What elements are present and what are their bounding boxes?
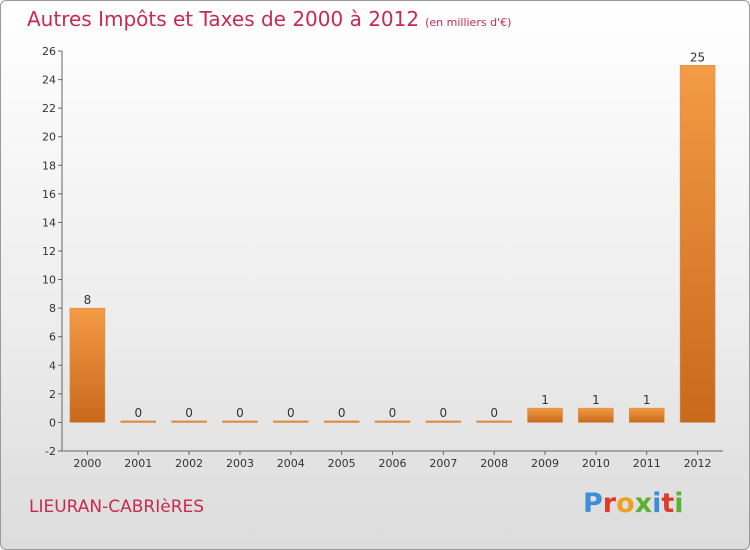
bar — [476, 420, 512, 423]
x-tick-label: 2011 — [633, 457, 661, 470]
y-tick-label: 8 — [49, 302, 56, 315]
x-tick-label: 2008 — [480, 457, 508, 470]
y-tick-label: 12 — [42, 245, 56, 258]
x-tick-label: 2004 — [277, 457, 305, 470]
data-label: 0 — [338, 406, 346, 420]
data-label: 1 — [643, 393, 651, 407]
chart-title-text: Autres Impôts et Taxes de 2000 à 2012 — [27, 7, 420, 31]
y-tick-label: 20 — [42, 131, 56, 144]
data-label: 0 — [389, 406, 397, 420]
brand-letter: o — [616, 488, 635, 519]
y-tick-label: 16 — [42, 188, 56, 201]
y-tick-label: 6 — [49, 331, 56, 344]
brand-logo: Proxiti — [583, 488, 684, 519]
y-tick-label: 14 — [42, 216, 56, 229]
y-tick-label: 4 — [49, 359, 56, 372]
data-label: 0 — [490, 406, 498, 420]
brand-letter: i — [652, 488, 662, 519]
bar-layer — [69, 65, 716, 423]
bar — [628, 407, 665, 423]
bar — [425, 420, 462, 423]
data-label: 8 — [84, 293, 92, 307]
x-tick-label: 2005 — [328, 457, 356, 470]
y-tick-label: 0 — [49, 416, 56, 429]
x-tick-label: 2000 — [73, 457, 101, 470]
y-tick-label: 2 — [49, 388, 56, 401]
data-label: 1 — [541, 393, 549, 407]
y-tick-label: -2 — [45, 445, 56, 458]
x-tick-label: 2012 — [684, 457, 712, 470]
bar — [578, 407, 614, 423]
data-label: 0 — [440, 406, 448, 420]
bar — [222, 420, 258, 423]
brand-letter: r — [602, 488, 617, 519]
x-tick-label: 2007 — [429, 457, 457, 470]
bar — [120, 420, 157, 423]
brand-letter: t — [661, 488, 675, 519]
bar — [527, 407, 563, 423]
commune-name: LIEURAN-CABRIèRES — [29, 497, 205, 517]
bar — [69, 307, 106, 423]
y-tick-label: 24 — [42, 74, 56, 87]
x-tick-label: 2002 — [175, 457, 203, 470]
x-tick-label: 2003 — [226, 457, 254, 470]
brand-letter: i — [674, 488, 684, 519]
data-label: 0 — [236, 406, 244, 420]
chart-title: Autres Impôts et Taxes de 2000 à 2012 (en… — [27, 7, 511, 31]
y-tick-label: 18 — [42, 159, 56, 172]
bar — [171, 420, 207, 423]
bar — [374, 420, 411, 423]
y-tick-label: 26 — [42, 45, 56, 58]
x-tick-label: 2010 — [582, 457, 610, 470]
x-tick-label: 2009 — [531, 457, 559, 470]
x-tick-label: 2006 — [379, 457, 407, 470]
data-label: 1 — [592, 393, 600, 407]
data-label: 0 — [134, 406, 142, 420]
bar — [679, 65, 716, 423]
data-label: 0 — [287, 406, 295, 420]
data-label: 25 — [690, 50, 705, 64]
chart-subtitle: (en milliers d'€) — [425, 16, 512, 29]
y-tick-label: 10 — [42, 274, 56, 287]
data-label: 0 — [185, 406, 193, 420]
x-tick-label: 2001 — [124, 457, 152, 470]
brand-letter: x — [634, 488, 653, 519]
y-tick-label: 22 — [42, 102, 56, 115]
label-layer: 8 2000 0 2001 0 2002 0 2003 0 2004 0 2005 0 2006 0 2007… — [73, 50, 711, 470]
brand-letter: P — [583, 488, 603, 519]
bar — [273, 420, 309, 423]
bar — [323, 420, 360, 423]
